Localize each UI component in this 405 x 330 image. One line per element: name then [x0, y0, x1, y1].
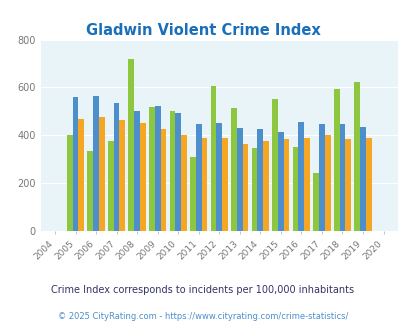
- Bar: [251, 148, 257, 231]
- Bar: [283, 139, 289, 231]
- Bar: [242, 144, 248, 231]
- Bar: [154, 106, 160, 231]
- Bar: [134, 112, 140, 231]
- Text: © 2025 CityRating.com - https://www.cityrating.com/crime-statistics/: © 2025 CityRating.com - https://www.city…: [58, 312, 347, 321]
- Bar: [236, 128, 242, 231]
- Bar: [216, 123, 222, 231]
- Bar: [201, 138, 207, 231]
- Bar: [93, 96, 99, 231]
- Bar: [67, 135, 72, 231]
- Bar: [230, 108, 236, 231]
- Bar: [359, 127, 365, 231]
- Bar: [169, 112, 175, 231]
- Bar: [257, 129, 262, 231]
- Bar: [72, 97, 78, 231]
- Bar: [87, 151, 93, 231]
- Bar: [140, 123, 145, 231]
- Bar: [108, 141, 113, 231]
- Bar: [113, 103, 119, 231]
- Bar: [99, 117, 104, 231]
- Bar: [313, 173, 318, 231]
- Bar: [324, 135, 330, 231]
- Bar: [318, 124, 324, 231]
- Bar: [262, 141, 268, 231]
- Bar: [354, 82, 359, 231]
- Bar: [119, 120, 125, 231]
- Bar: [365, 138, 371, 231]
- Bar: [345, 139, 350, 231]
- Bar: [222, 138, 227, 231]
- Bar: [190, 157, 195, 231]
- Bar: [277, 132, 283, 231]
- Bar: [292, 147, 298, 231]
- Text: Crime Index corresponds to incidents per 100,000 inhabitants: Crime Index corresponds to incidents per…: [51, 285, 354, 295]
- Bar: [160, 129, 166, 231]
- Bar: [333, 89, 339, 231]
- Bar: [181, 135, 186, 231]
- Bar: [210, 86, 216, 231]
- Bar: [298, 122, 303, 231]
- Bar: [128, 59, 134, 231]
- Bar: [149, 107, 154, 231]
- Bar: [175, 113, 181, 231]
- Bar: [339, 124, 345, 231]
- Bar: [271, 99, 277, 231]
- Bar: [195, 124, 201, 231]
- Bar: [78, 119, 84, 231]
- Bar: [303, 138, 309, 231]
- Text: Gladwin Violent Crime Index: Gladwin Violent Crime Index: [85, 23, 320, 38]
